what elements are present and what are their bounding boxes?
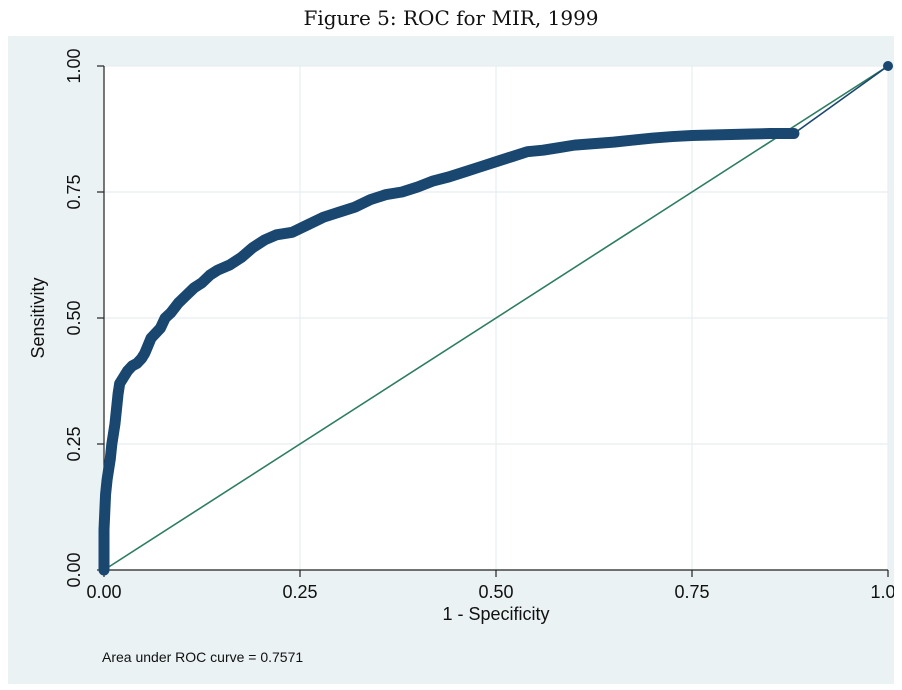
roc-point bbox=[334, 207, 345, 218]
roc-point bbox=[236, 252, 247, 263]
roc-point bbox=[687, 130, 697, 141]
roc-point bbox=[428, 175, 439, 186]
roc-curve-tail bbox=[793, 65, 889, 135]
roc-point bbox=[204, 270, 215, 281]
roc-point bbox=[271, 229, 282, 240]
y-axis-title: Sensitivity bbox=[28, 277, 48, 358]
roc-point bbox=[100, 489, 111, 500]
tick-labels: 0.00 0.25 0.50 0.75 1.00 0.00 0.25 0.50 0.75 1.00 bbox=[64, 48, 894, 602]
roc-point bbox=[459, 166, 470, 177]
roc-point bbox=[765, 128, 776, 139]
roc-point bbox=[365, 194, 376, 205]
roc-point bbox=[589, 138, 599, 149]
y-tick-label: 0.50 bbox=[64, 300, 84, 335]
roc-point bbox=[108, 428, 119, 439]
roc-point bbox=[745, 129, 756, 140]
roc-point bbox=[105, 454, 116, 465]
y-tick-label: 1.00 bbox=[64, 48, 84, 83]
roc-point bbox=[788, 128, 799, 139]
roc-point bbox=[103, 464, 114, 475]
roc-point bbox=[102, 474, 113, 485]
roc-point bbox=[667, 131, 678, 142]
roc-point bbox=[396, 187, 407, 197]
roc-point bbox=[287, 227, 298, 238]
roc-point bbox=[726, 129, 737, 140]
roc-point bbox=[139, 348, 150, 359]
roc-point bbox=[224, 260, 235, 271]
roc-point bbox=[608, 137, 619, 148]
roc-point bbox=[443, 171, 454, 182]
x-tick-label: 0.00 bbox=[86, 582, 121, 602]
roc-chart: 0.00 0.25 0.50 0.75 1.00 0.00 0.25 0.50 0.75 1.00… bbox=[28, 48, 894, 665]
roc-point bbox=[113, 388, 124, 399]
x-tick-label: 0.75 bbox=[674, 582, 709, 602]
roc-point bbox=[412, 181, 423, 192]
x-tick-label: 1.00 bbox=[870, 582, 894, 602]
auc-note: Area under ROC curve = 0.7571 bbox=[102, 649, 303, 665]
roc-point bbox=[506, 151, 517, 162]
roc-point bbox=[647, 133, 658, 144]
roc-point bbox=[247, 242, 258, 253]
roc-point bbox=[883, 61, 893, 71]
roc-point bbox=[111, 403, 122, 414]
series-layer bbox=[98, 61, 893, 576]
roc-point bbox=[99, 524, 109, 535]
x-axis-title: 1 - Specificity bbox=[442, 604, 549, 624]
roc-point bbox=[349, 202, 360, 213]
roc-point bbox=[99, 565, 109, 575]
roc-point bbox=[491, 156, 501, 167]
roc-point bbox=[318, 212, 329, 223]
roc-point bbox=[155, 323, 166, 334]
roc-point bbox=[173, 297, 184, 308]
y-tick-label: 0.75 bbox=[64, 174, 84, 209]
roc-point bbox=[522, 146, 533, 157]
roc-point bbox=[706, 130, 717, 141]
y-tick-label: 0.25 bbox=[64, 426, 84, 461]
x-tick-label: 0.25 bbox=[282, 582, 317, 602]
roc-point bbox=[117, 373, 128, 384]
roc-point bbox=[475, 161, 486, 172]
roc-point bbox=[189, 282, 200, 293]
roc-point bbox=[197, 277, 207, 288]
roc-point bbox=[569, 140, 580, 151]
roc-point bbox=[302, 219, 313, 230]
chart-panel: 0.00 0.25 0.50 0.75 1.00 0.00 0.25 0.50 0.75 1.00… bbox=[8, 36, 894, 684]
roc-point bbox=[181, 290, 192, 301]
roc-point bbox=[553, 142, 564, 153]
roc-point bbox=[259, 234, 270, 245]
roc-point bbox=[777, 128, 788, 139]
roc-point bbox=[212, 265, 223, 276]
roc-point bbox=[142, 340, 153, 351]
figure-title: Figure 5: ROC for MIR, 1999 bbox=[303, 6, 599, 30]
roc-point bbox=[165, 307, 176, 318]
roc-point bbox=[109, 418, 120, 429]
roc-point bbox=[106, 439, 117, 449]
y-tick-label: 0.00 bbox=[64, 552, 84, 587]
roc-point bbox=[628, 135, 639, 146]
roc-point bbox=[538, 145, 549, 156]
roc-point bbox=[381, 189, 392, 200]
reference-line bbox=[103, 65, 889, 571]
x-tick-label: 0.50 bbox=[478, 582, 513, 602]
